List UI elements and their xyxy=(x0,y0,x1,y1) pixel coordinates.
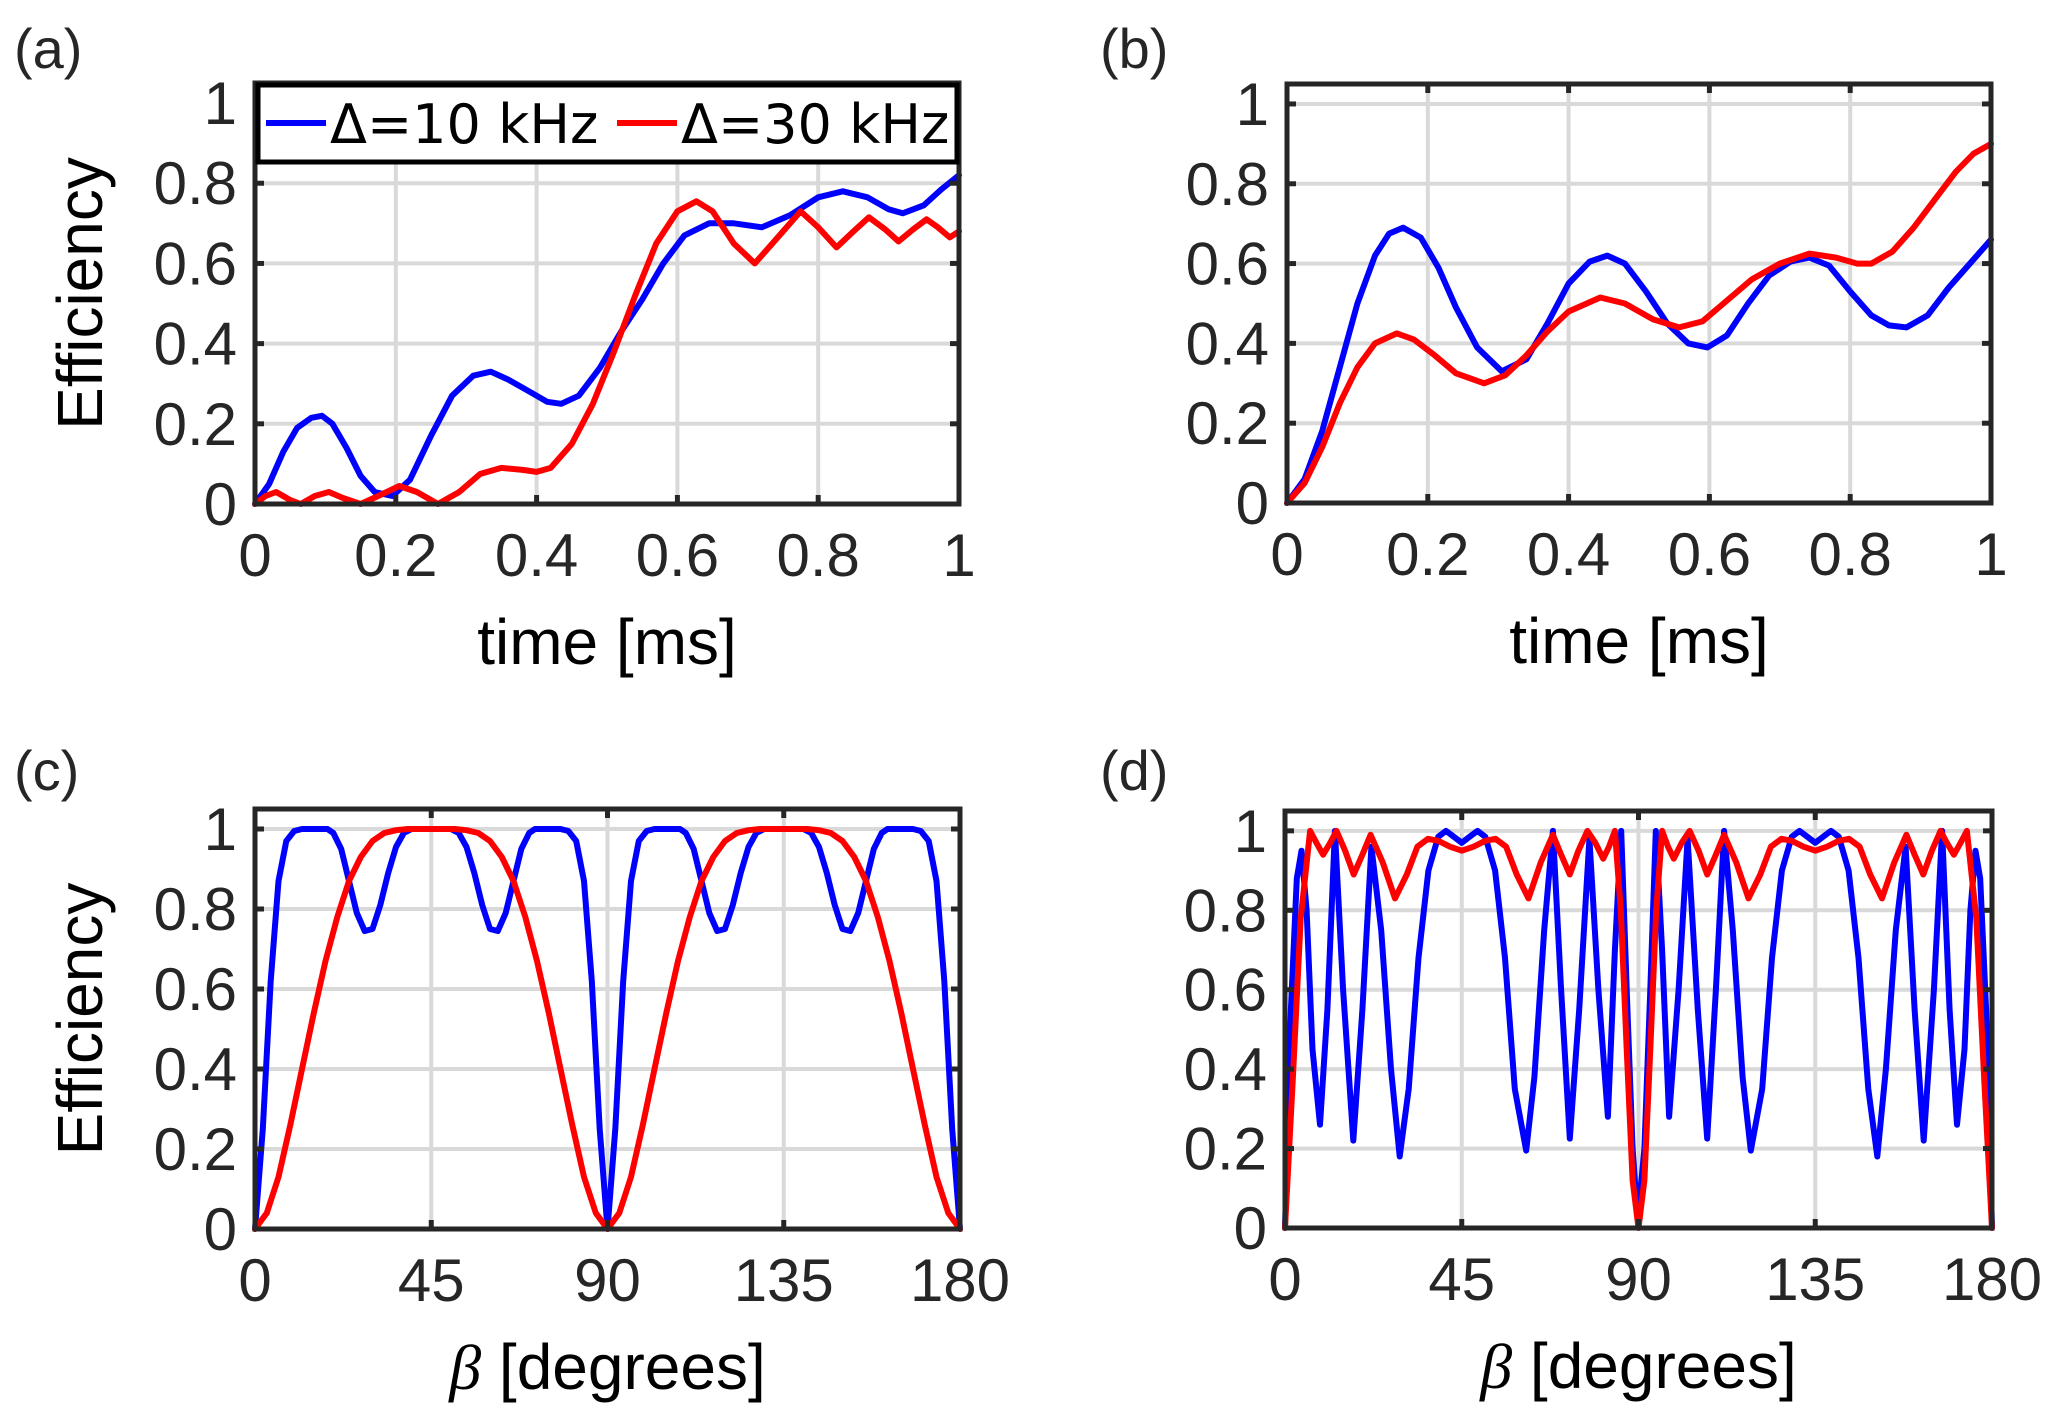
panel-label-c: (c) xyxy=(14,739,79,802)
x-axis-label: β [degrees] xyxy=(447,1331,766,1403)
y-tick-label: 1 xyxy=(1234,798,1267,865)
x-tick-label: 1 xyxy=(942,522,975,589)
x-axis-label-unit: [degrees] xyxy=(1512,1330,1797,1402)
x-axis-label: time [ms] xyxy=(477,606,737,678)
y-tick-label: 0.6 xyxy=(154,230,237,297)
legend-label-red: Δ=30 kHz xyxy=(681,93,949,156)
y-tick-label: 1 xyxy=(1236,71,1269,138)
x-tick-label: 135 xyxy=(1765,1246,1865,1313)
y-axis-label: Efficiency xyxy=(44,883,116,1156)
y-tick-label: 0.8 xyxy=(154,876,237,943)
x-tick-label: 180 xyxy=(910,1247,1010,1314)
y-tick-label: 0 xyxy=(204,471,237,538)
x-tick-label: 0 xyxy=(238,522,271,589)
x-tick-label: 90 xyxy=(574,1247,641,1314)
x-tick-label: 0.2 xyxy=(354,522,437,589)
legend: Δ=10 kHz Δ=30 kHz xyxy=(255,82,960,165)
y-tick-label: 0.2 xyxy=(1184,1116,1267,1183)
x-tick-label: 0 xyxy=(1270,521,1303,588)
series-line-delta-30khz xyxy=(252,198,962,507)
x-tick-label: 135 xyxy=(734,1247,834,1314)
x-tick-label: 0.6 xyxy=(636,522,719,589)
x-tick-label: 90 xyxy=(1605,1246,1672,1313)
beta-symbol: β xyxy=(447,1332,481,1403)
x-tick-label: 45 xyxy=(1428,1246,1495,1313)
x-tick-label: 0.4 xyxy=(495,522,578,589)
series-line-delta-10khz xyxy=(1284,224,1994,506)
y-tick-label: 0.8 xyxy=(1186,151,1269,218)
y-tick-label: 0.6 xyxy=(1186,231,1269,298)
series-line-delta-10khz xyxy=(252,172,962,507)
x-axis-label: β [degrees] xyxy=(1478,1330,1797,1402)
x-tick-label: 1 xyxy=(1974,521,2007,588)
panel-label-a: (a) xyxy=(14,17,82,80)
panel-label-b: (b) xyxy=(1100,17,1168,80)
y-tick-label: 0.6 xyxy=(154,956,237,1023)
y-tick-label: 0.8 xyxy=(1184,877,1267,944)
x-tick-label: 45 xyxy=(398,1247,465,1314)
x-tick-label: 0.6 xyxy=(1668,521,1751,588)
x-tick-label: 0.8 xyxy=(776,522,859,589)
y-tick-label: 0 xyxy=(1234,1195,1267,1262)
x-tick-label: 0.2 xyxy=(1386,521,1469,588)
y-tick-label: 0.6 xyxy=(1184,957,1267,1024)
y-tick-label: 1 xyxy=(204,796,237,863)
x-tick-label: 180 xyxy=(1942,1246,2042,1313)
panel-label-d: (d) xyxy=(1100,739,1168,802)
axes-box xyxy=(1284,81,1994,506)
y-tick-label: 0.2 xyxy=(1186,390,1269,457)
beta-symbol: β xyxy=(1478,1331,1512,1402)
y-tick-label: 0.2 xyxy=(154,1116,237,1183)
y-axis-label: Efficiency xyxy=(44,157,116,430)
y-tick-label: 0.4 xyxy=(154,1036,237,1103)
x-tick-label: 0 xyxy=(1268,1246,1301,1313)
y-tick-label: 0.4 xyxy=(1184,1036,1267,1103)
y-tick-label: 0.2 xyxy=(154,391,237,458)
series-line-delta-30khz xyxy=(1284,140,1994,506)
y-tick-label: 0 xyxy=(1236,470,1269,537)
y-tick-label: 0.4 xyxy=(1186,310,1269,377)
x-axis-label-unit: [degrees] xyxy=(481,1331,766,1403)
y-tick-label: 0 xyxy=(204,1196,237,1263)
y-tick-label: 0.8 xyxy=(154,150,237,217)
legend-box xyxy=(255,82,960,165)
legend-label-blue: Δ=10 kHz xyxy=(330,93,598,156)
y-tick-label: 1 xyxy=(204,70,237,137)
x-tick-label: 0 xyxy=(238,1247,271,1314)
x-tick-label: 0.8 xyxy=(1808,521,1891,588)
x-tick-label: 0.4 xyxy=(1527,521,1610,588)
x-axis-label: time [ms] xyxy=(1509,605,1769,677)
y-tick-label: 0.4 xyxy=(154,311,237,378)
